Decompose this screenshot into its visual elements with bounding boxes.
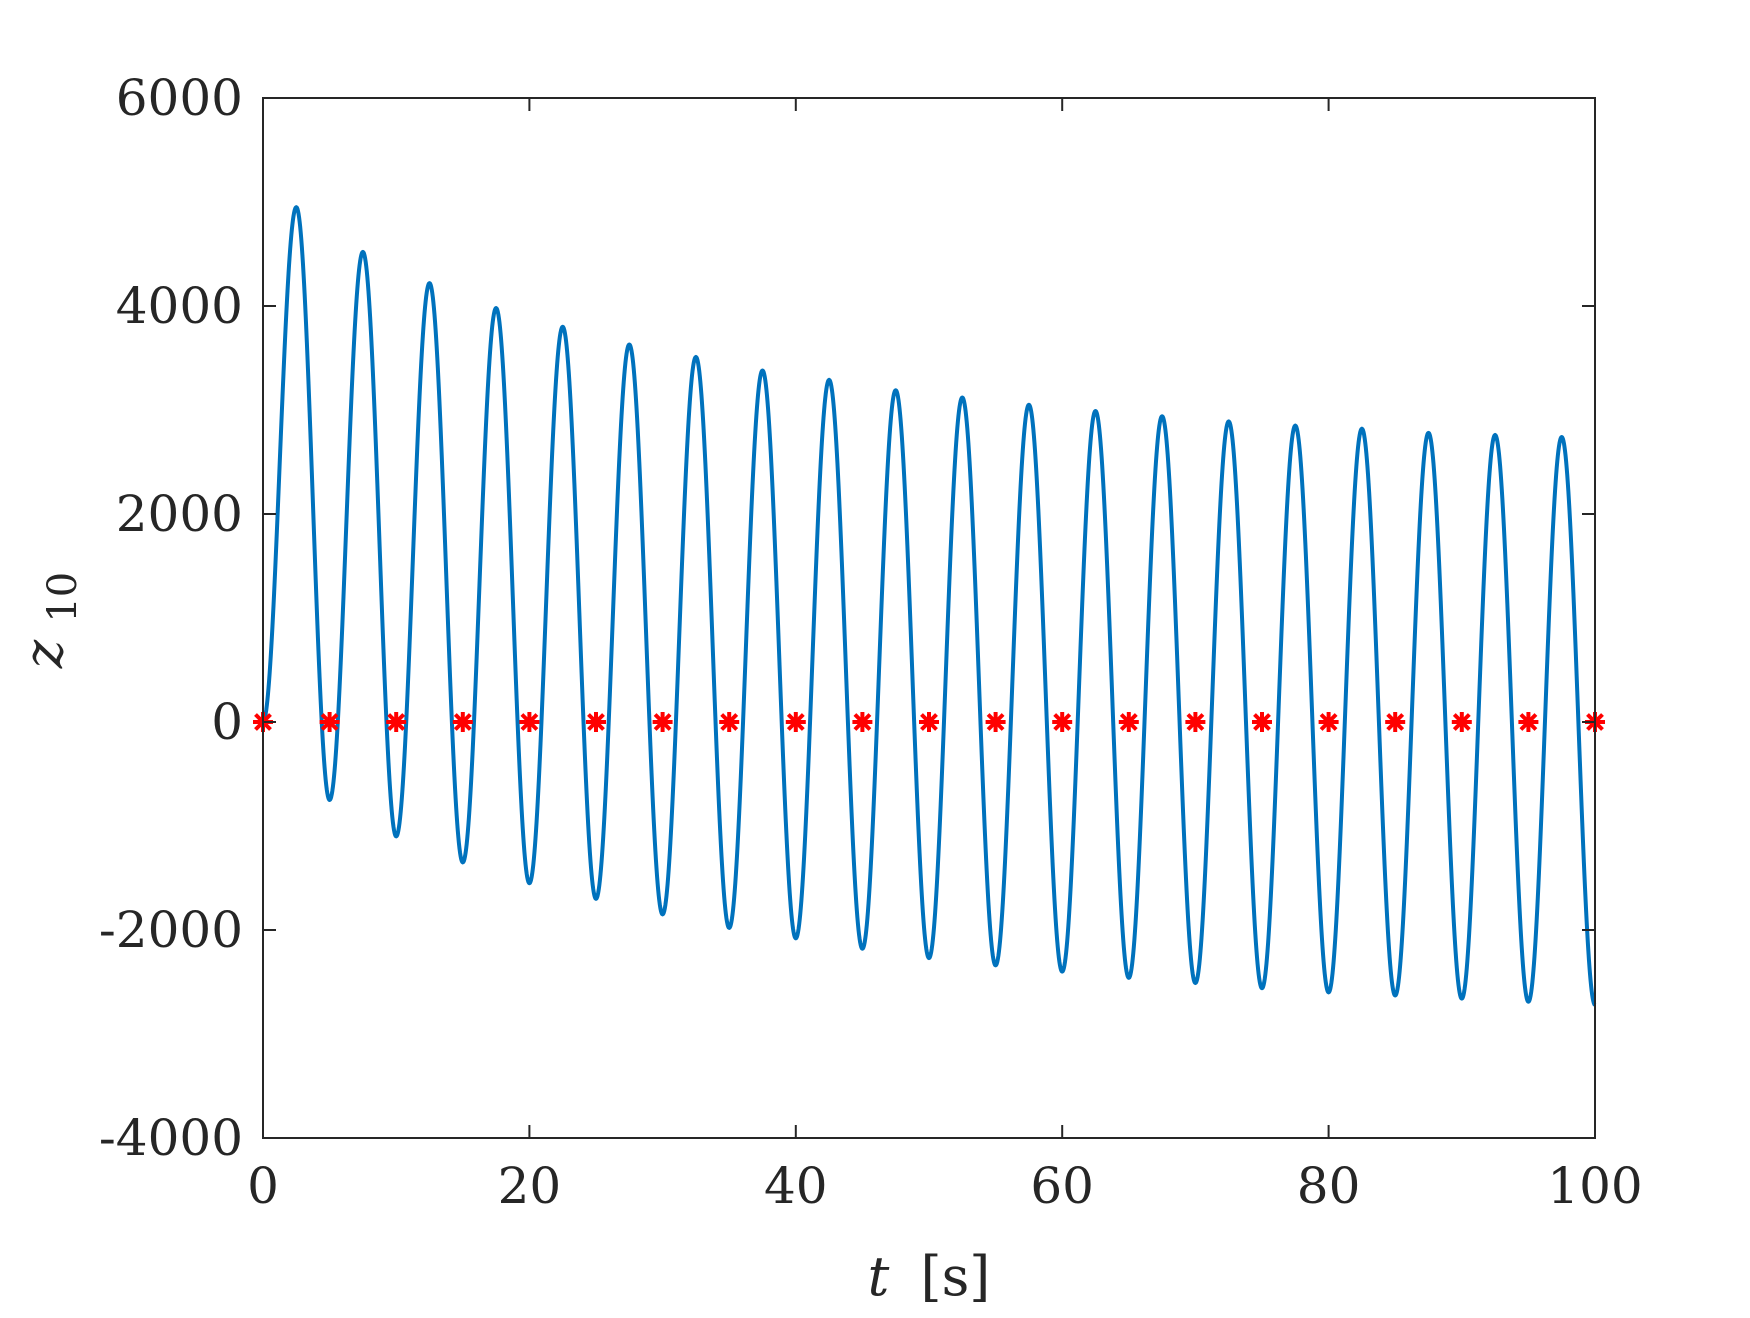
- asterisk-marker: [852, 712, 873, 732]
- asterisk-marker: [1518, 712, 1539, 732]
- asterisk-marker: [1052, 712, 1073, 732]
- asterisk-marker: [452, 712, 473, 732]
- asterisk-marker: [1252, 712, 1272, 732]
- y-tick-labels: -4000 -2000 0 2000 4000 6000: [99, 69, 243, 1167]
- y-tick-label: 4000: [116, 277, 243, 335]
- asterisk-marker: [1385, 712, 1406, 732]
- x-tick-label: 80: [1297, 1157, 1361, 1215]
- asterisk-marker: [1118, 712, 1139, 732]
- asterisk-marker: [652, 712, 673, 732]
- series-line-z10: [261, 205, 1597, 1007]
- asterisk-marker: [1451, 712, 1472, 732]
- y-tick-label: 0: [211, 693, 243, 751]
- x-tick-labels: 0 20 40 60 80 100: [247, 1157, 1643, 1215]
- x-tick-label: 60: [1030, 1157, 1094, 1215]
- tick-layer: [262, 97, 1596, 1139]
- x-tick-label: 100: [1547, 1157, 1642, 1215]
- asterisk-marker: [319, 712, 340, 732]
- x-axis-label: t [s]: [868, 1245, 991, 1308]
- asterisk-marker: [519, 712, 540, 732]
- y-tick-label: 6000: [116, 69, 243, 127]
- marker-layer: [253, 712, 1605, 732]
- asterisk-marker: [985, 712, 1006, 732]
- asterisk-marker: [919, 712, 939, 732]
- asterisk-marker: [386, 712, 407, 732]
- plot-frame: [262, 97, 1596, 1139]
- asterisk-marker: [1318, 712, 1339, 732]
- y-tick-label: 2000: [116, 485, 243, 543]
- asterisk-marker: [586, 712, 606, 732]
- asterisk-marker: [1185, 712, 1206, 732]
- series-layer: [261, 205, 1597, 1007]
- y-axis-label-base: z: [12, 639, 75, 669]
- x-tick-label: 20: [498, 1157, 562, 1215]
- x-tick-label: 40: [764, 1157, 828, 1215]
- x-axis-label-unit: [s]: [921, 1245, 991, 1308]
- y-tick-label: -4000: [99, 1109, 243, 1167]
- x-tick-label: 0: [247, 1157, 279, 1215]
- y-axis-label-sub: 10: [40, 572, 86, 623]
- asterisk-marker: [719, 712, 740, 732]
- y-axis-label: z 10: [12, 572, 86, 670]
- plot-background: [263, 98, 1595, 1138]
- asterisk-marker: [785, 712, 806, 732]
- x-axis-label-var: t: [868, 1245, 890, 1308]
- y-tick-label: -2000: [99, 901, 243, 959]
